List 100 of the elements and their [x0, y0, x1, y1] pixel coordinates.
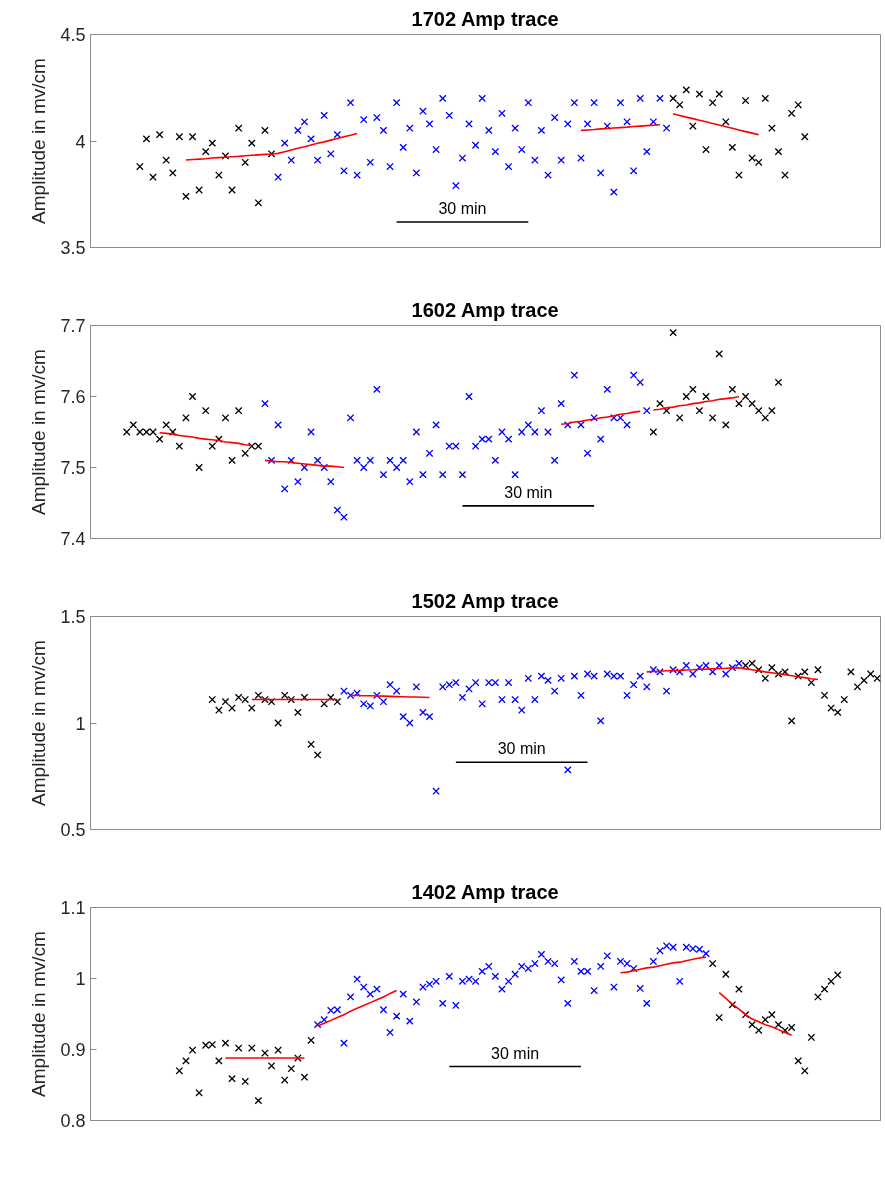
point: [254, 198, 263, 207]
y-tick-label: 1.5: [60, 607, 86, 627]
point: [405, 124, 414, 133]
point: [675, 413, 684, 422]
point: [175, 132, 184, 141]
point: [702, 392, 710, 401]
point: [399, 456, 408, 465]
point: [498, 985, 506, 993]
point: [682, 392, 691, 401]
point: [366, 158, 375, 167]
point: [208, 139, 217, 147]
y-tick-label: 4.5: [60, 25, 86, 45]
point: [136, 162, 144, 171]
point: [458, 154, 467, 162]
point: [807, 1033, 816, 1042]
point: [800, 668, 809, 676]
point: [702, 145, 710, 154]
point: [359, 983, 368, 991]
point: [636, 984, 645, 993]
point: [748, 1020, 756, 1029]
y-tick-label: 0.9: [60, 1040, 86, 1060]
point: [359, 115, 368, 124]
point: [768, 663, 776, 672]
point: [386, 456, 394, 465]
point: [800, 1066, 809, 1075]
point: [735, 985, 743, 993]
point: [346, 413, 355, 422]
point: [563, 120, 572, 128]
point: [820, 691, 829, 700]
point: [669, 94, 677, 103]
point: [287, 156, 296, 164]
point: [596, 169, 605, 177]
point: [504, 435, 513, 443]
point: [623, 118, 631, 126]
point: [294, 708, 302, 717]
y-axis-title: Amplitude in mv/cm: [28, 931, 50, 1097]
point: [642, 147, 651, 156]
y-tick-label: 7.5: [60, 458, 86, 478]
point: [188, 132, 197, 141]
series-label: 30 min: [497, 740, 546, 758]
point: [300, 1073, 309, 1082]
point: [353, 456, 361, 465]
point: [267, 149, 276, 158]
point: [636, 94, 645, 103]
point: [583, 449, 592, 458]
point: [478, 94, 487, 103]
point: [794, 1057, 803, 1065]
point: [517, 428, 526, 436]
point: [557, 976, 566, 984]
point: [596, 962, 605, 971]
point: [649, 118, 658, 126]
y-axis-title: Amplitude in mv/cm: [28, 640, 50, 806]
point: [287, 1064, 296, 1073]
point: [392, 1012, 401, 1020]
point: [175, 442, 184, 451]
point: [280, 484, 289, 493]
point: [228, 456, 236, 465]
y-tick-label: 7.6: [60, 387, 86, 407]
point: [373, 385, 381, 394]
point: [531, 959, 539, 968]
point: [590, 98, 598, 107]
y-tick-label: 0.8: [60, 1111, 86, 1131]
y-axis-title: Amplitude in mv/cm: [28, 349, 50, 515]
point: [465, 120, 473, 128]
point: [761, 94, 770, 103]
point: [149, 173, 157, 182]
point: [182, 413, 190, 422]
point: [228, 1074, 236, 1083]
point: [221, 697, 230, 706]
point: [596, 435, 605, 443]
y-axis-title: Amplitude in mv/cm: [28, 58, 50, 224]
series-label: 30 min: [438, 199, 487, 217]
point: [570, 371, 579, 380]
point: [379, 1005, 388, 1014]
chart-title: 1502 Amp trace: [411, 589, 559, 612]
point: [274, 719, 282, 727]
point: [649, 957, 658, 966]
y-tick-label: 0.5: [60, 820, 86, 840]
point: [721, 421, 730, 429]
point: [195, 463, 203, 472]
point: [662, 406, 671, 415]
point: [603, 385, 612, 394]
point: [452, 1001, 460, 1010]
point: [122, 428, 131, 436]
point: [465, 392, 473, 401]
point: [182, 192, 190, 201]
point: [399, 143, 408, 152]
y-tick-label: 3.5: [60, 238, 86, 258]
point: [491, 147, 500, 156]
point: [695, 90, 704, 98]
point: [471, 141, 480, 150]
point: [313, 156, 322, 164]
point: [629, 166, 638, 175]
point: [656, 946, 664, 955]
point: [748, 154, 756, 162]
point: [702, 949, 710, 958]
series-label: 30 min: [504, 483, 553, 501]
point: [392, 463, 401, 472]
point: [498, 109, 506, 118]
point: [774, 1020, 783, 1029]
